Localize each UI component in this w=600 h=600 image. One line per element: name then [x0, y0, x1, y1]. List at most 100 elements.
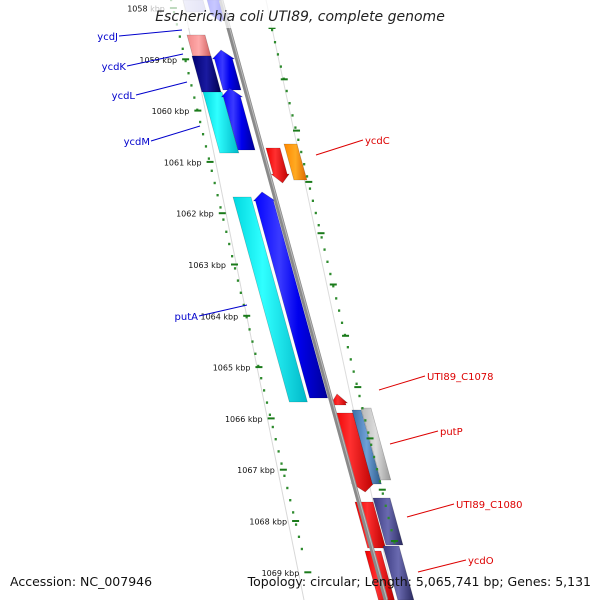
tick-dot	[222, 218, 225, 221]
tick-dot	[323, 248, 326, 251]
tick-dot	[262, 389, 266, 392]
leader-line	[126, 53, 184, 67]
tick-dot	[370, 443, 373, 446]
tick-dot	[375, 468, 379, 471]
label-layer: ycdJ ycdK ycdL ycdM putA ycdC UTI89_C1078 putP U…	[97, 29, 523, 573]
tick-dot	[300, 150, 303, 154]
scale-label: 1059 kbp	[139, 56, 177, 65]
tick-dot	[271, 425, 274, 429]
tick-dot	[311, 199, 314, 202]
scale-label: 1066 kbp	[225, 415, 263, 424]
tick-dot	[225, 230, 228, 233]
tick-dot	[219, 206, 222, 209]
gene-feature	[186, 34, 212, 57]
leader-line	[389, 430, 439, 445]
tick-dot	[233, 267, 237, 270]
tick-dot	[364, 419, 367, 422]
tick-dot	[239, 291, 242, 294]
tick-dot	[254, 352, 257, 355]
tick-dot	[216, 194, 219, 197]
gene-feature	[220, 87, 256, 151]
tick-dot	[297, 535, 301, 538]
gene-feature	[265, 147, 290, 184]
tick-dot	[372, 455, 376, 459]
leader-line	[118, 29, 183, 37]
gene-feature	[382, 545, 415, 600]
tick-dot	[297, 138, 300, 141]
tick-dot	[300, 547, 303, 551]
tick-dot	[393, 541, 396, 544]
tick-dot	[257, 364, 260, 368]
tick-dot	[335, 297, 338, 300]
tick-dot	[231, 255, 234, 258]
tick-dot	[204, 145, 208, 148]
tick-dot	[248, 328, 251, 331]
gene-label: ycdL	[112, 91, 136, 102]
tick-dot	[294, 523, 298, 526]
tick-dot	[288, 102, 291, 105]
gene-feature	[283, 143, 308, 181]
tick-dot	[236, 279, 240, 282]
tick-dot	[289, 499, 292, 502]
tick-dot	[381, 492, 384, 495]
scale-label: 1067 kbp	[237, 466, 275, 475]
tick-dot	[251, 340, 254, 343]
tick-dot	[332, 285, 335, 288]
tick-dot	[285, 89, 288, 93]
gene-label: ycdM	[124, 137, 150, 148]
genome-backbone-highlight	[221, 0, 388, 600]
tick-dot	[352, 370, 355, 373]
tick-dot	[390, 529, 393, 532]
tick-dot	[367, 431, 370, 434]
tick-dot	[286, 486, 289, 490]
gene-feature	[372, 497, 404, 546]
tick-dot	[273, 41, 277, 44]
tick-dot	[303, 163, 306, 166]
leader-line	[315, 139, 364, 156]
tick-dot	[190, 84, 193, 87]
gene-label: UTI89_C1078	[427, 372, 494, 383]
tick-dot	[207, 157, 210, 160]
gene-feature	[202, 91, 240, 154]
tick-dot	[199, 120, 202, 124]
tick-dot	[308, 187, 312, 190]
scale-label: 1068 kbp	[249, 518, 287, 527]
title-backdrop	[150, 0, 450, 28]
tick-dot	[181, 47, 184, 50]
tick-dot	[268, 413, 271, 416]
tick-dot	[292, 511, 295, 514]
accession-text: Accession: NC_007946	[10, 574, 153, 589]
tick-dot	[283, 474, 286, 477]
tick-dot	[338, 309, 341, 312]
tick-dot	[346, 346, 349, 349]
tick-dot	[314, 211, 317, 215]
tick-dot	[320, 236, 323, 239]
gene-label: ycdO	[468, 556, 494, 567]
tick-dot	[277, 450, 280, 453]
tick-dot	[193, 96, 196, 99]
gene-feature	[351, 409, 382, 485]
guide-line	[265, 0, 395, 600]
leader-line	[378, 375, 426, 391]
tick-dot	[291, 114, 294, 117]
tick-dot	[242, 303, 245, 307]
scale-label: 1063 kbp	[188, 261, 226, 270]
scale-label: 1064 kbp	[201, 312, 239, 321]
gene-label: putP	[440, 427, 463, 438]
tick-dot	[276, 53, 280, 56]
tick-dot	[271, 28, 274, 32]
tick-dot	[378, 480, 382, 483]
tick-dot	[201, 133, 205, 136]
tick-dot	[228, 242, 231, 246]
gene-feature	[232, 196, 308, 403]
tick-dot	[274, 438, 277, 441]
scale-label: 1061 kbp	[164, 158, 202, 167]
leader-line	[198, 304, 248, 317]
scale-label: 1058 kbp	[127, 5, 165, 14]
tick-dot	[279, 65, 282, 68]
tick-dot	[305, 175, 309, 178]
tick-dot	[355, 382, 358, 385]
gene-label: UTI89_C1080	[456, 500, 523, 511]
